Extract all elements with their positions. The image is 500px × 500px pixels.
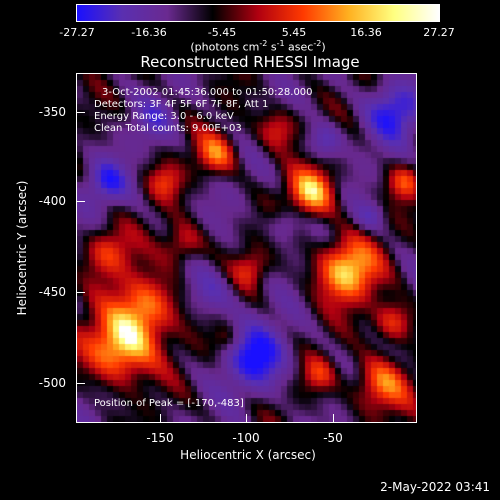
annotation-detectors: Detectors: 3F 4F 5F 6F 7F 8F, Att 1	[94, 99, 269, 110]
x-tick-mark	[246, 414, 247, 423]
y-axis-label: Heliocentric Y (arcsec)	[15, 180, 29, 316]
colorbar-tick-label: 27.27	[423, 26, 455, 39]
colorbar-tick-label: -16.36	[131, 26, 167, 39]
y-tick-label: -400	[38, 194, 66, 208]
x-tick-label: -50	[323, 431, 343, 445]
y-tick-label: -450	[38, 285, 66, 299]
annotation-time-range: 3-Oct-2002 01:45:36.000 to 01:50:28.000	[102, 87, 313, 98]
plot-title: Reconstructed RHESSI Image	[140, 53, 360, 71]
y-tick-mark	[76, 292, 85, 293]
y-tick-mark	[76, 201, 85, 202]
colorbar-tick-label: -27.27	[59, 26, 95, 39]
y-tick-mark	[76, 112, 85, 113]
annotation-energy-range: Energy Range: 3.0 - 6.0 keV	[94, 111, 234, 122]
colorbar-units: (photons cm-2 s-1 asec-2)	[190, 39, 326, 54]
colorbar-tick-label: 16.36	[350, 26, 382, 39]
annotation-peak-position: Position of Peak = [-170,-483]	[94, 398, 244, 409]
footer-timestamp: 2-May-2022 03:41	[380, 480, 490, 494]
x-tick-mark	[333, 414, 334, 423]
heatmap-image	[77, 74, 416, 422]
x-tick-mark	[160, 414, 161, 423]
y-tick-label: -350	[38, 105, 66, 119]
colorbar	[76, 4, 440, 22]
heatmap-plot: 3-Oct-2002 01:45:36.000 to 01:50:28.000 …	[76, 73, 417, 423]
colorbar-tick-label: 5.45	[281, 26, 307, 39]
x-tick-label: -150	[146, 431, 174, 445]
x-tick-label: -100	[232, 431, 260, 445]
y-tick-label: -500	[38, 376, 66, 390]
annotation-clean-counts: Clean Total counts: 9.00E+03	[94, 123, 242, 134]
x-axis-label: Heliocentric X (arcsec)	[180, 448, 316, 462]
colorbar-tick-label: -5.45	[207, 26, 237, 39]
y-tick-mark	[76, 383, 85, 384]
